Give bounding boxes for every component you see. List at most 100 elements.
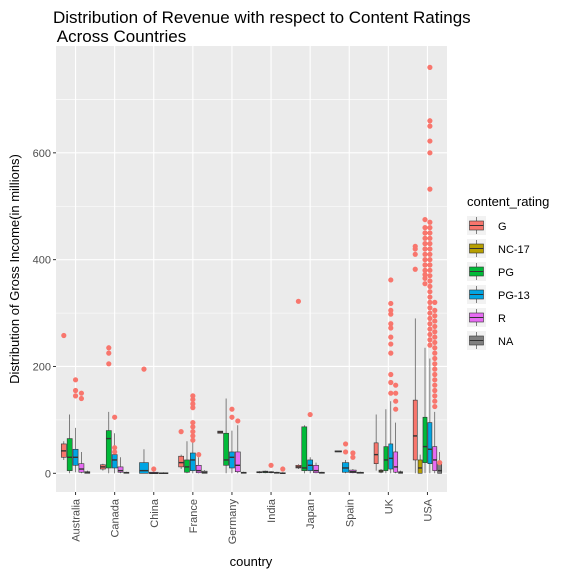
legend-item-r: R <box>467 308 506 327</box>
outlier-point <box>72 387 79 394</box>
box-spain-r <box>349 469 357 474</box>
outlier-point <box>112 414 118 420</box>
box-india-na <box>279 472 286 475</box>
box-usa-r <box>432 411 438 474</box>
outlier-point <box>432 299 438 305</box>
box-iqr <box>417 459 423 474</box>
outlier-point <box>72 393 79 399</box>
box-usa-pg-13 <box>427 358 433 474</box>
y-axis: 0 200 400 600 <box>33 148 56 480</box>
box-china-r <box>148 471 159 475</box>
box-canada-r <box>117 457 124 474</box>
outlier-point <box>432 377 438 383</box>
box-iqr <box>301 426 308 471</box>
outlier-point <box>422 246 428 252</box>
box-germany-g <box>217 430 224 434</box>
box-iqr <box>195 464 202 474</box>
box-iqr <box>388 443 394 470</box>
box-germany-r <box>234 425 241 474</box>
x-tick-label-spain: Spain <box>344 499 356 527</box>
outlier-point <box>151 466 157 472</box>
outlier-point <box>422 251 428 257</box>
box-iqr <box>313 464 319 474</box>
outlier-point <box>229 414 235 420</box>
outlier-point <box>141 366 147 372</box>
box-japan-g <box>295 464 302 470</box>
outlier-point <box>427 150 433 156</box>
outlier-point <box>235 418 241 424</box>
box-usa-pg <box>422 347 428 474</box>
x-tick-label-india: India <box>266 498 278 523</box>
box-iqr <box>234 451 241 473</box>
box-iqr <box>412 399 418 461</box>
outlier-point <box>307 411 313 418</box>
box-india-pg <box>262 470 269 474</box>
outlier-point <box>422 235 428 241</box>
outlier-point <box>388 300 394 307</box>
outlier-point <box>427 64 433 70</box>
outlier-point <box>427 219 433 225</box>
outlier-point <box>190 393 196 399</box>
y-axis-title: Distribution of Gross Income(in millions… <box>7 154 22 384</box>
outlier-point <box>393 406 399 412</box>
box-france-na <box>201 470 208 474</box>
x-tick-label-usa: USA <box>422 498 434 521</box>
outlier-point <box>432 345 438 351</box>
outlier-point <box>427 315 433 322</box>
y-tick-label: 0 <box>45 468 51 480</box>
outlier-point <box>422 281 428 287</box>
outlier-point <box>106 345 112 351</box>
box-australia-r <box>78 451 85 474</box>
outlier-point <box>412 266 418 272</box>
outlier-point <box>78 395 85 402</box>
box-spain-pg-13 <box>342 459 350 474</box>
outlier-point <box>342 449 349 455</box>
outlier-point <box>432 361 438 367</box>
box-uk-pg-13 <box>388 401 394 474</box>
box-iqr <box>178 455 184 468</box>
outlier-point <box>350 454 356 460</box>
box-japan-pg-13 <box>307 457 313 474</box>
chart-title: Distribution of Revenue with respect to … <box>53 8 471 46</box>
outlier-point <box>427 262 433 268</box>
box-germany-na <box>240 471 247 474</box>
outlier-point <box>393 390 399 396</box>
y-tick-label: 600 <box>33 148 51 160</box>
box-japan-r <box>313 462 319 474</box>
outlier-point <box>412 251 418 257</box>
box-uk-na <box>398 470 403 474</box>
outlier-point <box>432 403 438 410</box>
outlier-point <box>106 350 112 356</box>
x-tick-label-germany: Germany <box>227 499 239 545</box>
box-iqr <box>223 432 229 466</box>
legend-label-pg-13: PG-13 <box>498 290 530 302</box>
box-iqr <box>229 451 235 469</box>
box-iqr <box>432 446 438 471</box>
outlier-point <box>432 371 438 378</box>
y-tick-label: 400 <box>33 255 51 267</box>
legend-label-nc-17: NC-17 <box>498 244 530 256</box>
box-iqr <box>117 466 124 473</box>
box-uk-r <box>393 422 399 474</box>
legend-item-pg: PG <box>467 262 514 281</box>
y-tick-label: 200 <box>33 361 51 373</box>
box-spain-na <box>356 471 364 474</box>
outlier-point <box>350 450 356 456</box>
outlier-point <box>190 419 196 426</box>
outlier-point <box>388 390 394 396</box>
legend-title: content_rating <box>467 194 549 209</box>
outlier-point <box>432 323 438 330</box>
outlier-point <box>432 366 438 372</box>
legend-label-r: R <box>498 313 506 325</box>
outlier-point <box>422 257 428 263</box>
legend-item-na: NA <box>467 331 514 350</box>
outlier-point <box>295 298 302 304</box>
box-usa-nc-17 <box>417 454 423 474</box>
outlier-point <box>422 267 428 273</box>
legend-label-na: NA <box>498 336 514 348</box>
box-iqr <box>393 451 399 473</box>
outlier-point <box>427 310 433 316</box>
legend-label-pg: PG <box>498 267 514 279</box>
box-iqr <box>422 416 428 463</box>
